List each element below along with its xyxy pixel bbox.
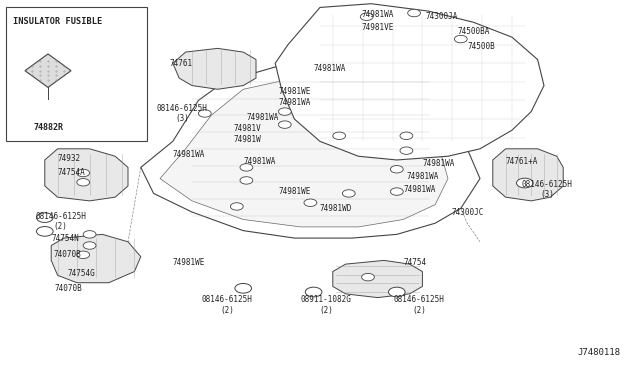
Text: 08146-6125H
(2): 08146-6125H (2) xyxy=(35,212,86,231)
Circle shape xyxy=(400,147,413,154)
Circle shape xyxy=(518,179,531,187)
Text: 74754N: 74754N xyxy=(51,234,79,243)
Circle shape xyxy=(342,190,355,197)
Polygon shape xyxy=(275,4,544,160)
Circle shape xyxy=(388,287,405,297)
Circle shape xyxy=(408,9,420,17)
Text: 08146-6125H
(2): 08146-6125H (2) xyxy=(394,295,444,315)
Text: 74500B: 74500B xyxy=(467,42,495,51)
Polygon shape xyxy=(51,234,141,283)
Circle shape xyxy=(38,228,51,235)
Text: 74754A: 74754A xyxy=(58,169,85,177)
Text: 08146-6125H
(3): 08146-6125H (3) xyxy=(157,104,207,123)
Circle shape xyxy=(77,169,90,177)
Text: 74300JA: 74300JA xyxy=(426,12,458,21)
Text: 74754: 74754 xyxy=(403,258,426,267)
Text: 74981WA: 74981WA xyxy=(406,172,439,181)
Circle shape xyxy=(454,35,467,43)
Polygon shape xyxy=(141,60,480,238)
Circle shape xyxy=(400,132,413,140)
Text: 74981W: 74981W xyxy=(234,135,261,144)
Text: 74981WA: 74981WA xyxy=(403,185,436,194)
Text: 74981WA: 74981WA xyxy=(173,150,205,159)
Text: 74500BA: 74500BA xyxy=(458,27,490,36)
Text: 74981WA: 74981WA xyxy=(246,113,279,122)
Circle shape xyxy=(198,110,211,117)
Circle shape xyxy=(390,188,403,195)
Circle shape xyxy=(278,121,291,128)
Circle shape xyxy=(77,179,90,186)
Circle shape xyxy=(240,164,253,171)
Text: 74981WA: 74981WA xyxy=(314,64,346,73)
Circle shape xyxy=(304,199,317,206)
Text: 74981WE: 74981WE xyxy=(278,187,311,196)
Text: J7480118: J7480118 xyxy=(578,348,621,357)
Polygon shape xyxy=(333,260,422,298)
Text: 08146-6125H
(2): 08146-6125H (2) xyxy=(202,295,252,315)
Polygon shape xyxy=(160,74,448,227)
Circle shape xyxy=(237,285,250,292)
Text: 74981WE: 74981WE xyxy=(278,87,311,96)
Text: 74981V: 74981V xyxy=(234,124,261,133)
Text: 74882R: 74882R xyxy=(33,123,63,132)
Text: 74932: 74932 xyxy=(58,154,81,163)
Circle shape xyxy=(305,287,322,297)
Text: 74754G: 74754G xyxy=(67,269,95,278)
Circle shape xyxy=(390,288,403,296)
Text: 74070B: 74070B xyxy=(54,284,82,293)
Circle shape xyxy=(36,213,53,222)
Text: 74761: 74761 xyxy=(170,59,193,68)
Circle shape xyxy=(307,288,320,296)
Circle shape xyxy=(36,227,53,236)
Circle shape xyxy=(360,13,373,20)
Text: 74981WA: 74981WA xyxy=(362,10,394,19)
Circle shape xyxy=(240,177,253,184)
Text: 74981WE: 74981WE xyxy=(173,258,205,267)
Text: 74981WA: 74981WA xyxy=(422,159,455,168)
Circle shape xyxy=(83,231,96,238)
Circle shape xyxy=(38,214,51,221)
Polygon shape xyxy=(173,48,256,89)
Circle shape xyxy=(230,203,243,210)
Polygon shape xyxy=(25,54,71,87)
Text: 74300JC: 74300JC xyxy=(451,208,484,217)
Text: INSULATOR FUSIBLE: INSULATOR FUSIBLE xyxy=(13,17,102,26)
Text: 74981VE: 74981VE xyxy=(362,23,394,32)
Polygon shape xyxy=(45,149,128,201)
Circle shape xyxy=(77,251,90,259)
Text: 74761+A: 74761+A xyxy=(506,157,538,166)
Text: 74981WA: 74981WA xyxy=(243,157,276,166)
Circle shape xyxy=(235,283,252,293)
Circle shape xyxy=(362,273,374,281)
Text: 08146-6125H
(3): 08146-6125H (3) xyxy=(522,180,572,199)
Circle shape xyxy=(390,166,403,173)
Text: 74981WD: 74981WD xyxy=(320,204,353,213)
Circle shape xyxy=(83,242,96,249)
Polygon shape xyxy=(493,149,563,201)
Text: 74981WA: 74981WA xyxy=(278,98,311,107)
Circle shape xyxy=(278,108,291,115)
FancyBboxPatch shape xyxy=(6,7,147,141)
Circle shape xyxy=(333,132,346,140)
Text: 74070B: 74070B xyxy=(53,250,81,259)
Circle shape xyxy=(516,178,533,188)
Text: 08911-1082G
(2): 08911-1082G (2) xyxy=(301,295,351,315)
